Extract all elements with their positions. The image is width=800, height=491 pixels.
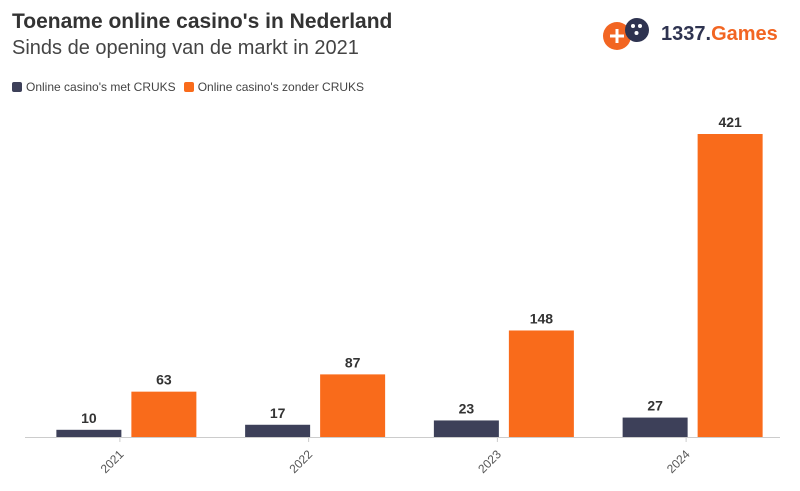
bar-met-cruks-2024 — [622, 417, 688, 437]
brand-name: 1337.Games — [661, 23, 778, 46]
legend-item-zonder-cruks: Online casino's zonder CRUKS — [183, 80, 365, 94]
legend-label-zonder-cruks: Online casino's zonder CRUKS — [197, 80, 365, 94]
bar-zonder-cruks-2023 — [508, 330, 574, 437]
brand-name-main: 1337. — [661, 22, 712, 45]
data-label-zonder-cruks-2022: 87 — [345, 354, 361, 370]
data-label-zonder-cruks-2021: 63 — [156, 372, 172, 388]
legend: Online casino's met CRUKS Online casino'… — [12, 80, 364, 94]
bar-met-cruks-2022 — [245, 424, 311, 437]
x-tick-label-2024: 2024 — [664, 447, 693, 476]
x-tick-label-2023: 2023 — [475, 447, 504, 476]
data-label-met-cruks-2021: 10 — [81, 410, 97, 426]
bar-zonder-cruks-2022 — [320, 374, 386, 437]
legend-label-met-cruks: Online casino's met CRUKS — [26, 80, 176, 94]
data-label-met-cruks-2023: 23 — [459, 400, 475, 416]
legend-swatch-met-cruks — [12, 82, 22, 92]
gamepad-icon — [603, 18, 649, 50]
data-label-met-cruks-2022: 17 — [270, 405, 286, 421]
legend-swatch-zonder-cruks — [183, 82, 194, 92]
bar-met-cruks-2021 — [56, 429, 122, 437]
bar-zonder-cruks-2024 — [697, 134, 763, 437]
chart-subtitle: Sinds de opening van de markt in 2021 — [12, 37, 359, 59]
bar-met-cruks-2023 — [433, 420, 499, 437]
x-tick-label-2021: 2021 — [98, 447, 127, 476]
legend-item-met-cruks: Online casino's met CRUKS — [12, 80, 176, 94]
chart-title: Toename online casino's in Nederland — [12, 10, 393, 33]
brand-name-accent: Games — [711, 22, 778, 45]
data-label-zonder-cruks-2023: 148 — [530, 310, 554, 326]
x-tick-label-2022: 2022 — [286, 447, 315, 476]
data-label-zonder-cruks-2024: 421 — [718, 114, 742, 130]
data-label-met-cruks-2024: 27 — [647, 398, 663, 414]
bar-zonder-cruks-2021 — [131, 391, 197, 437]
brand-logo: 1337.Games — [601, 14, 778, 54]
